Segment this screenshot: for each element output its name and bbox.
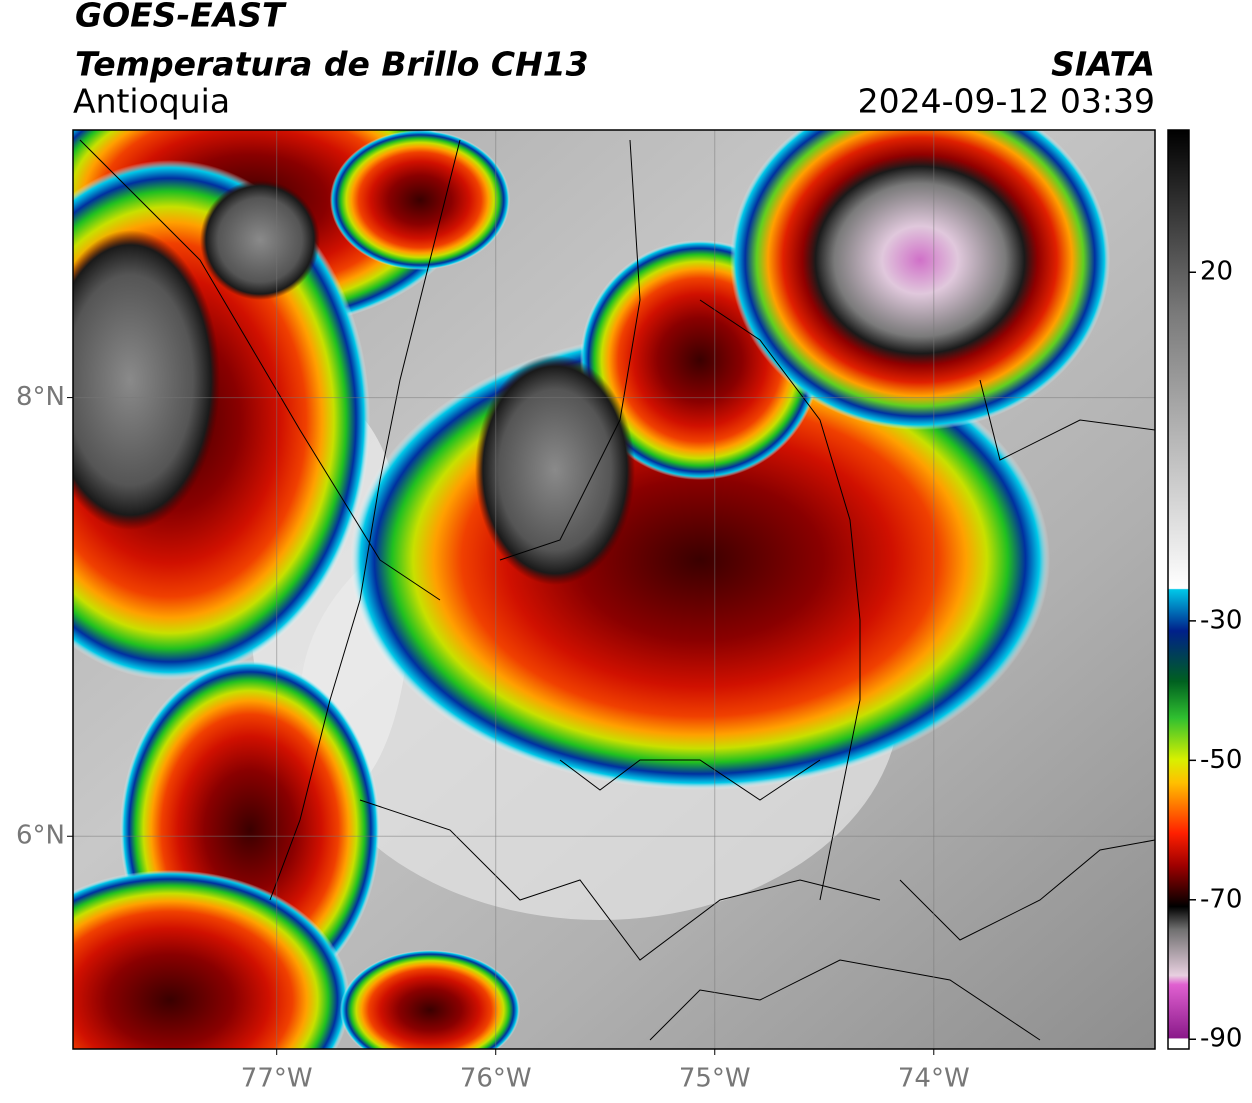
lat-tick-label: 8°N [16, 382, 65, 412]
lon-tick-label: 76°W [460, 1064, 532, 1094]
satellite-title: GOES-EAST [75, 0, 287, 35]
colorbar-tick-label: -70 [1200, 884, 1242, 914]
lon-tick-label: 77°W [241, 1064, 313, 1094]
colorbar-tick-label: -90 [1200, 1024, 1242, 1054]
colorbar-tick-label: -50 [1200, 745, 1242, 775]
lat-tick-label: 6°N [16, 821, 65, 851]
product-title: Temperatura de Brillo CH13 [75, 45, 589, 84]
lon-tick-label: 75°W [679, 1064, 751, 1094]
map-frame [72, 129, 1156, 1050]
colorbar [1167, 129, 1190, 1050]
datetime: 2024-09-12 03:39 [858, 82, 1155, 121]
region: Antioquia [73, 82, 230, 121]
source: SIATA [1051, 45, 1155, 84]
colorbar-tick-label: -30 [1200, 605, 1242, 635]
lon-tick-label: 74°W [898, 1064, 970, 1094]
grid [73, 130, 1155, 1049]
imagery [73, 130, 1155, 1049]
colorbar-tick-label: 20 [1200, 257, 1233, 287]
